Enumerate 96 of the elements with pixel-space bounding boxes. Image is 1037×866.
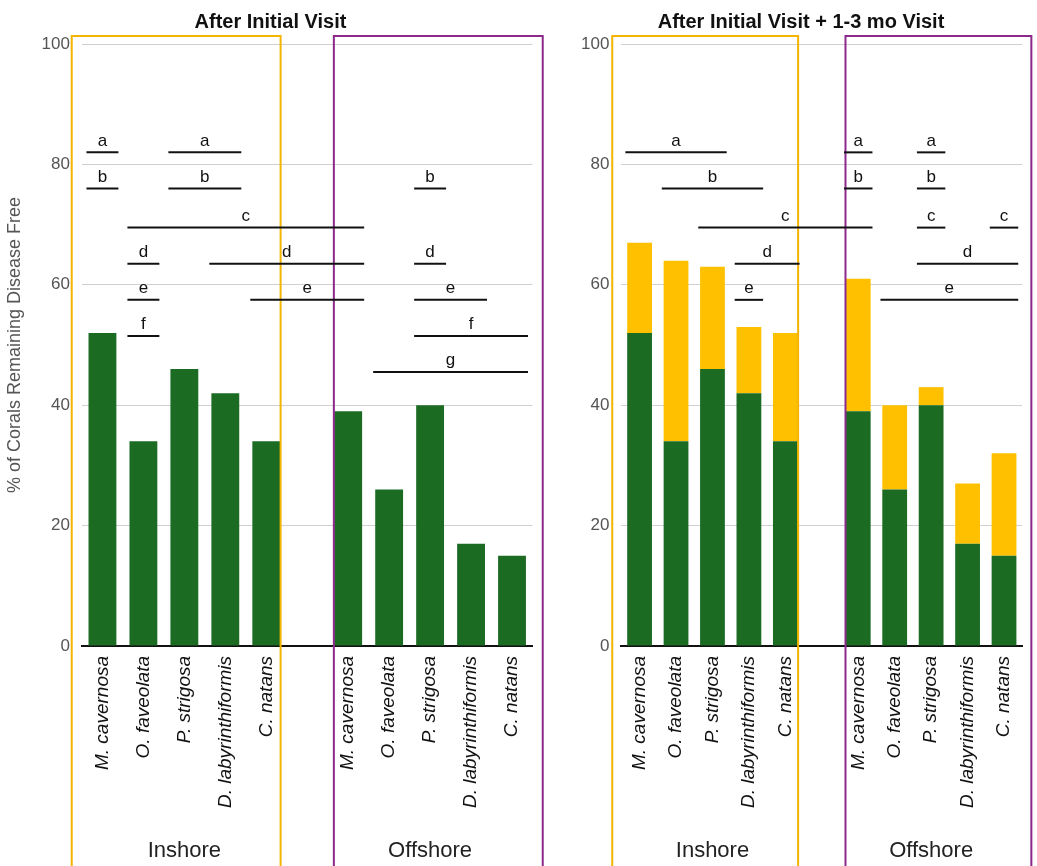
y-tick-label: 40 bbox=[590, 394, 610, 414]
x-tick-label: M. cavernosa bbox=[90, 655, 112, 771]
annotation: e bbox=[744, 278, 754, 298]
x-tick-label: M. cavernosa bbox=[846, 655, 868, 771]
annotation: d bbox=[425, 241, 435, 261]
annotation: e bbox=[944, 278, 955, 298]
annotation: a bbox=[926, 130, 937, 150]
bar bbox=[845, 411, 871, 646]
y-tick-label: 20 bbox=[590, 515, 610, 535]
bar bbox=[457, 543, 485, 646]
x-tick-label: D. labyrinthiformis bbox=[955, 655, 977, 809]
annotation: d bbox=[282, 241, 292, 261]
annotation: c bbox=[781, 205, 791, 225]
y-tick-label: 100 bbox=[41, 33, 70, 53]
y-tick-label: 80 bbox=[51, 154, 70, 174]
y-tick-label: 0 bbox=[60, 635, 70, 655]
text: Offshore bbox=[388, 837, 473, 863]
bar bbox=[663, 441, 689, 646]
bar bbox=[375, 489, 404, 646]
annotation: a bbox=[97, 130, 108, 150]
bar bbox=[129, 441, 158, 646]
bar bbox=[736, 393, 762, 646]
x-tick-label: O. faveolata bbox=[131, 655, 153, 759]
y-tick-label: 80 bbox=[590, 154, 610, 174]
annotation: b bbox=[707, 166, 718, 186]
y-tick-label: 100 bbox=[580, 33, 610, 53]
x-tick-label: M. cavernosa bbox=[627, 655, 649, 771]
annotation: f bbox=[468, 314, 474, 334]
chart-title: After Initial Visit + 1-3 mo Visit bbox=[657, 9, 945, 32]
x-tick-label: P. strigosa bbox=[919, 655, 941, 744]
annotation: d bbox=[138, 241, 149, 261]
annotation: d bbox=[962, 241, 973, 261]
annotation: b bbox=[853, 166, 863, 186]
annotation: a bbox=[671, 130, 682, 150]
chart-title: After Initial Visit bbox=[194, 9, 347, 32]
annotation: d bbox=[762, 241, 772, 261]
bar bbox=[252, 441, 281, 646]
annotation: g bbox=[445, 350, 456, 370]
y-axis-title: % of Corals Remaining Disease Free bbox=[3, 196, 24, 494]
annotation: e bbox=[138, 278, 149, 298]
y-tick-label: 40 bbox=[51, 394, 70, 414]
bar bbox=[955, 543, 980, 646]
annotation: b bbox=[200, 166, 210, 186]
bar bbox=[334, 411, 363, 646]
x-tick-label: O. faveolata bbox=[882, 655, 904, 759]
x-tick-label: D. labyrinthiformis bbox=[459, 655, 481, 809]
annotation: f bbox=[141, 314, 147, 334]
bar bbox=[845, 278, 871, 412]
annotation: c bbox=[999, 205, 1009, 225]
bar bbox=[918, 405, 944, 646]
bar bbox=[772, 441, 798, 646]
bar bbox=[88, 332, 117, 646]
annotation: e bbox=[445, 278, 456, 298]
bar bbox=[416, 405, 445, 646]
x-tick-label: O. faveolata bbox=[664, 655, 686, 759]
x-tick-label: C. natans bbox=[500, 655, 522, 738]
annotation: a bbox=[853, 130, 864, 150]
bar bbox=[211, 393, 240, 646]
y-tick-label: 60 bbox=[51, 274, 70, 294]
x-tick-label: C. natans bbox=[992, 655, 1014, 738]
bar bbox=[882, 405, 908, 490]
annotation: a bbox=[200, 130, 211, 150]
bar bbox=[663, 260, 689, 442]
bar bbox=[736, 326, 762, 394]
x-tick-label: D. labyrinthiformis bbox=[213, 655, 235, 809]
annotation: c bbox=[926, 205, 936, 225]
y-tick-label: 20 bbox=[51, 515, 70, 535]
annotation: b bbox=[926, 166, 936, 186]
bar bbox=[882, 489, 908, 646]
bar bbox=[700, 266, 725, 370]
y-tick-label: 0 bbox=[599, 635, 610, 655]
bar bbox=[170, 369, 199, 646]
bar bbox=[627, 242, 652, 333]
annotation: c bbox=[241, 205, 251, 225]
annotation: b bbox=[425, 166, 435, 186]
text: Offshore bbox=[889, 837, 974, 863]
x-tick-label: C. natans bbox=[254, 655, 276, 738]
x-tick-label: C. natans bbox=[773, 655, 795, 738]
bar bbox=[991, 453, 1017, 556]
bar bbox=[991, 555, 1017, 646]
text: Inshore bbox=[675, 837, 750, 863]
annotation: e bbox=[302, 278, 312, 298]
x-tick-label: P. strigosa bbox=[700, 655, 722, 744]
y-tick-label: 60 bbox=[590, 274, 610, 294]
x-tick-label: D. labyrinthiformis bbox=[737, 655, 759, 809]
bar bbox=[627, 332, 652, 646]
x-tick-label: O. faveolata bbox=[377, 655, 399, 759]
bar bbox=[498, 555, 526, 646]
bar bbox=[955, 483, 980, 544]
x-tick-label: M. cavernosa bbox=[336, 655, 358, 771]
x-tick-label: P. strigosa bbox=[172, 655, 194, 744]
text: Inshore bbox=[147, 837, 222, 863]
x-tick-label: P. strigosa bbox=[418, 655, 440, 744]
bar bbox=[918, 387, 944, 406]
bar bbox=[700, 369, 725, 646]
annotation: b bbox=[97, 166, 108, 186]
